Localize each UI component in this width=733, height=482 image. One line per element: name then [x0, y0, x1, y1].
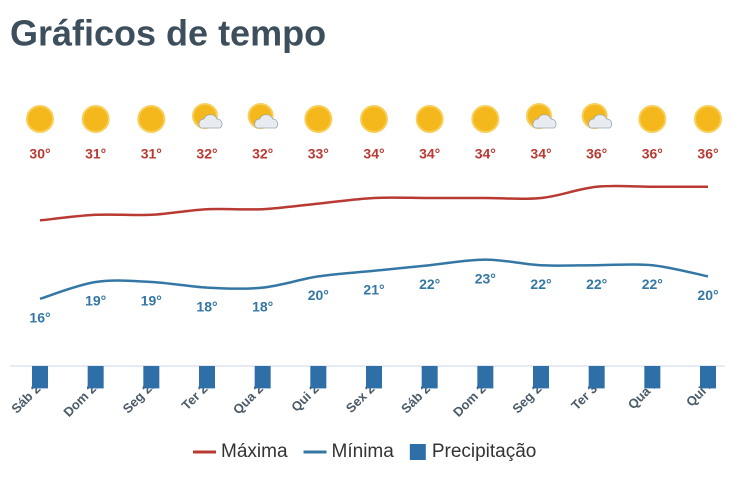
sun — [360, 105, 388, 133]
sun — [81, 105, 110, 133]
data-label: 34° — [419, 146, 440, 162]
data-label: 33° — [308, 146, 329, 162]
sun-icon — [638, 105, 667, 133]
legend-label: Precipitação — [432, 441, 537, 462]
data-label: 23° — [475, 270, 496, 286]
data-label: 21° — [363, 282, 384, 298]
bar — [143, 366, 160, 389]
bar — [700, 366, 716, 389]
data-label: 18° — [196, 298, 217, 314]
bar — [366, 366, 382, 389]
sun — [638, 105, 667, 133]
bar — [421, 366, 438, 389]
cloud — [532, 114, 557, 129]
data-label: 36° — [586, 146, 607, 162]
partly-cloudy-icon — [192, 103, 223, 129]
data-label: 22° — [642, 276, 663, 292]
bar — [199, 366, 215, 389]
data-label: 19° — [85, 293, 106, 309]
chart-title: Gráficos de tempo — [10, 13, 326, 54]
bar — [588, 366, 605, 389]
data-label: 36° — [697, 146, 718, 162]
sun-icon — [137, 105, 166, 133]
sun — [26, 105, 54, 133]
bar — [254, 366, 271, 389]
data-label: 34° — [475, 146, 496, 162]
sun — [304, 105, 333, 133]
sun-icon — [304, 105, 333, 133]
partly-cloudy-icon — [581, 103, 613, 129]
cloud — [588, 114, 613, 129]
data-label: 22° — [530, 276, 551, 292]
data-label: 34° — [530, 146, 551, 162]
data-label: 19° — [141, 293, 162, 309]
data-label: 34° — [363, 146, 384, 162]
data-label: 20° — [308, 287, 329, 303]
data-label: 16° — [29, 310, 50, 326]
bar — [644, 366, 661, 389]
sun — [471, 105, 500, 133]
bar — [310, 366, 327, 389]
cloud — [198, 114, 223, 129]
data-label: 22° — [419, 276, 440, 292]
cloud — [254, 114, 279, 129]
bar — [87, 366, 104, 389]
sun-icon — [81, 105, 110, 133]
sun-icon — [360, 105, 388, 133]
sun — [415, 105, 444, 133]
partly-cloudy-icon — [526, 103, 557, 129]
data-label: 32° — [196, 146, 217, 162]
sun-icon — [26, 105, 54, 133]
bar — [477, 366, 494, 389]
legend-swatch — [409, 444, 426, 460]
sun — [694, 105, 722, 133]
sun-icon — [471, 105, 500, 133]
data-label: 20° — [697, 287, 718, 303]
bar — [533, 366, 549, 389]
sun-icon — [415, 105, 444, 133]
line — [39, 184, 708, 222]
data-label: 30° — [29, 146, 50, 162]
legend-label: Máxima — [221, 441, 288, 462]
data-label: 36° — [642, 146, 663, 162]
data-label: 18° — [252, 298, 273, 314]
legend-label: Mínima — [332, 441, 395, 462]
data-label: 22° — [586, 276, 607, 292]
partly-cloudy-icon — [247, 103, 279, 129]
line — [39, 258, 709, 300]
bar — [32, 366, 48, 389]
sun — [137, 105, 166, 133]
sun-icon — [694, 105, 722, 133]
data-label: 31° — [141, 146, 162, 162]
data-label: 31° — [85, 146, 106, 162]
data-label: 32° — [252, 146, 273, 162]
